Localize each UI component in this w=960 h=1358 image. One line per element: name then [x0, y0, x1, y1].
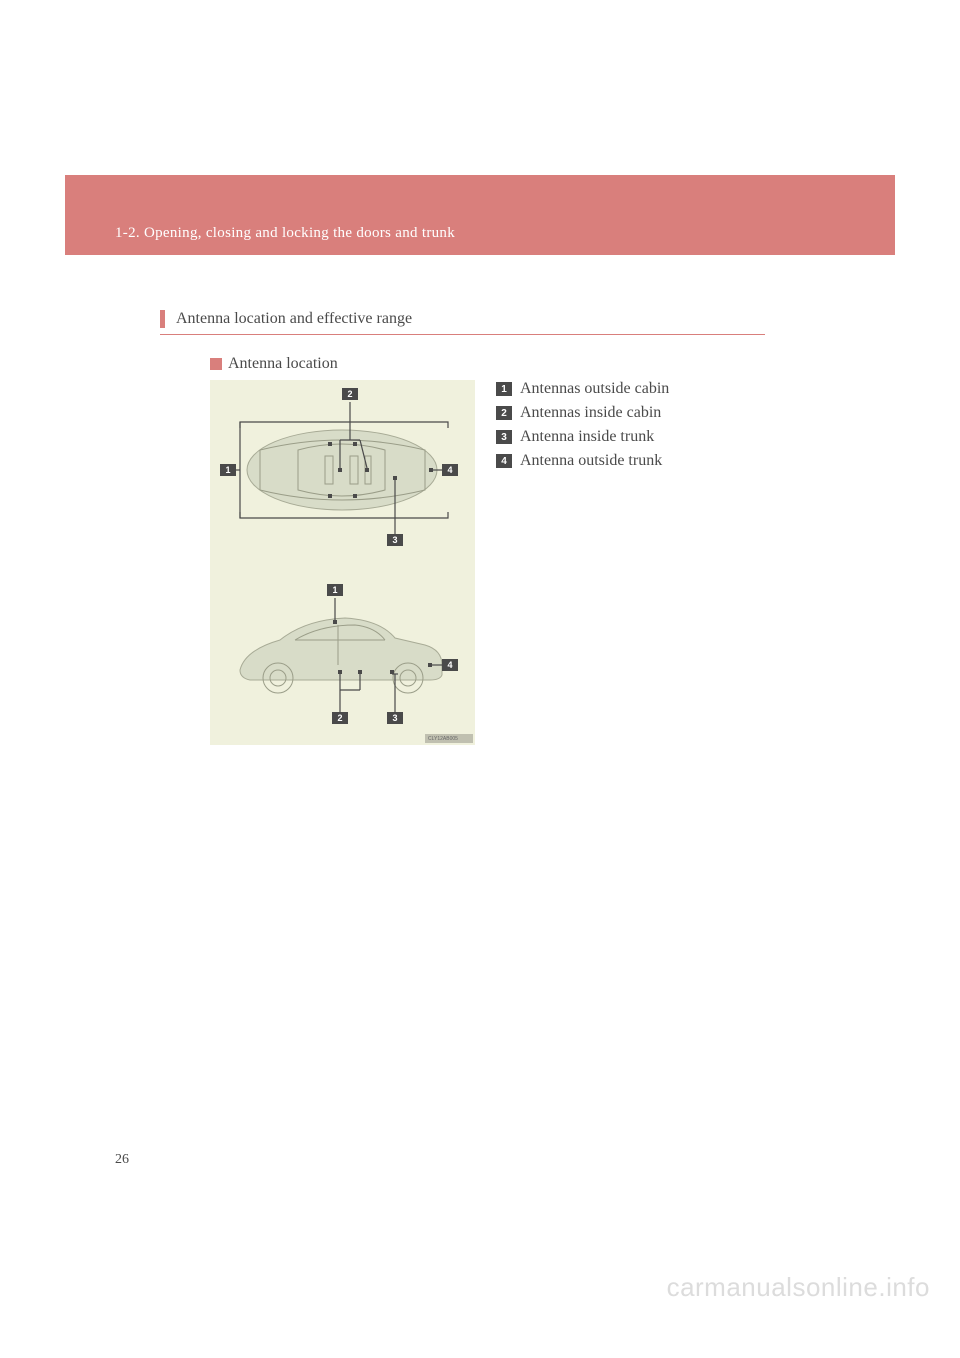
subsection-text: Antenna location — [228, 355, 338, 373]
legend-label-3: Antenna inside trunk — [520, 428, 654, 446]
legend-num-4: 4 — [496, 454, 512, 468]
bullet-icon — [210, 358, 222, 370]
page-number: 26 — [115, 1152, 129, 1168]
marker-2: 2 — [347, 389, 352, 399]
watermark: carmanualsonline.info — [667, 1272, 930, 1303]
legend-item: 3 Antenna inside trunk — [496, 428, 669, 446]
marker-1: 1 — [225, 465, 230, 475]
marker-3: 3 — [392, 535, 397, 545]
antenna-diagram: 1 2 3 4 1 2 — [210, 380, 475, 745]
legend-label-2: Antennas inside cabin — [520, 404, 661, 422]
header-band — [65, 175, 895, 255]
section-breadcrumb: 1-2. Opening, closing and locking the do… — [115, 225, 455, 242]
marker-3-side: 3 — [392, 713, 397, 723]
marker-2-side: 2 — [337, 713, 342, 723]
marker-1-side: 1 — [332, 585, 337, 595]
legend: 1 Antennas outside cabin 2 Antennas insi… — [496, 380, 669, 476]
legend-label-4: Antenna outside trunk — [520, 452, 662, 470]
subsection-heading: Antenna location — [210, 355, 338, 373]
marker-4: 4 — [447, 465, 452, 475]
legend-num-2: 2 — [496, 406, 512, 420]
section-heading-text: Antenna location and effective range — [176, 310, 412, 327]
diagram-code: CLY12AB005 — [428, 736, 458, 742]
legend-item: 1 Antennas outside cabin — [496, 380, 669, 398]
legend-num-3: 3 — [496, 430, 512, 444]
legend-item: 2 Antennas inside cabin — [496, 404, 669, 422]
legend-label-1: Antennas outside cabin — [520, 380, 669, 398]
legend-item: 4 Antenna outside trunk — [496, 452, 669, 470]
legend-num-1: 1 — [496, 382, 512, 396]
section-heading: Antenna location and effective range — [160, 310, 765, 335]
marker-4-side: 4 — [447, 660, 452, 670]
